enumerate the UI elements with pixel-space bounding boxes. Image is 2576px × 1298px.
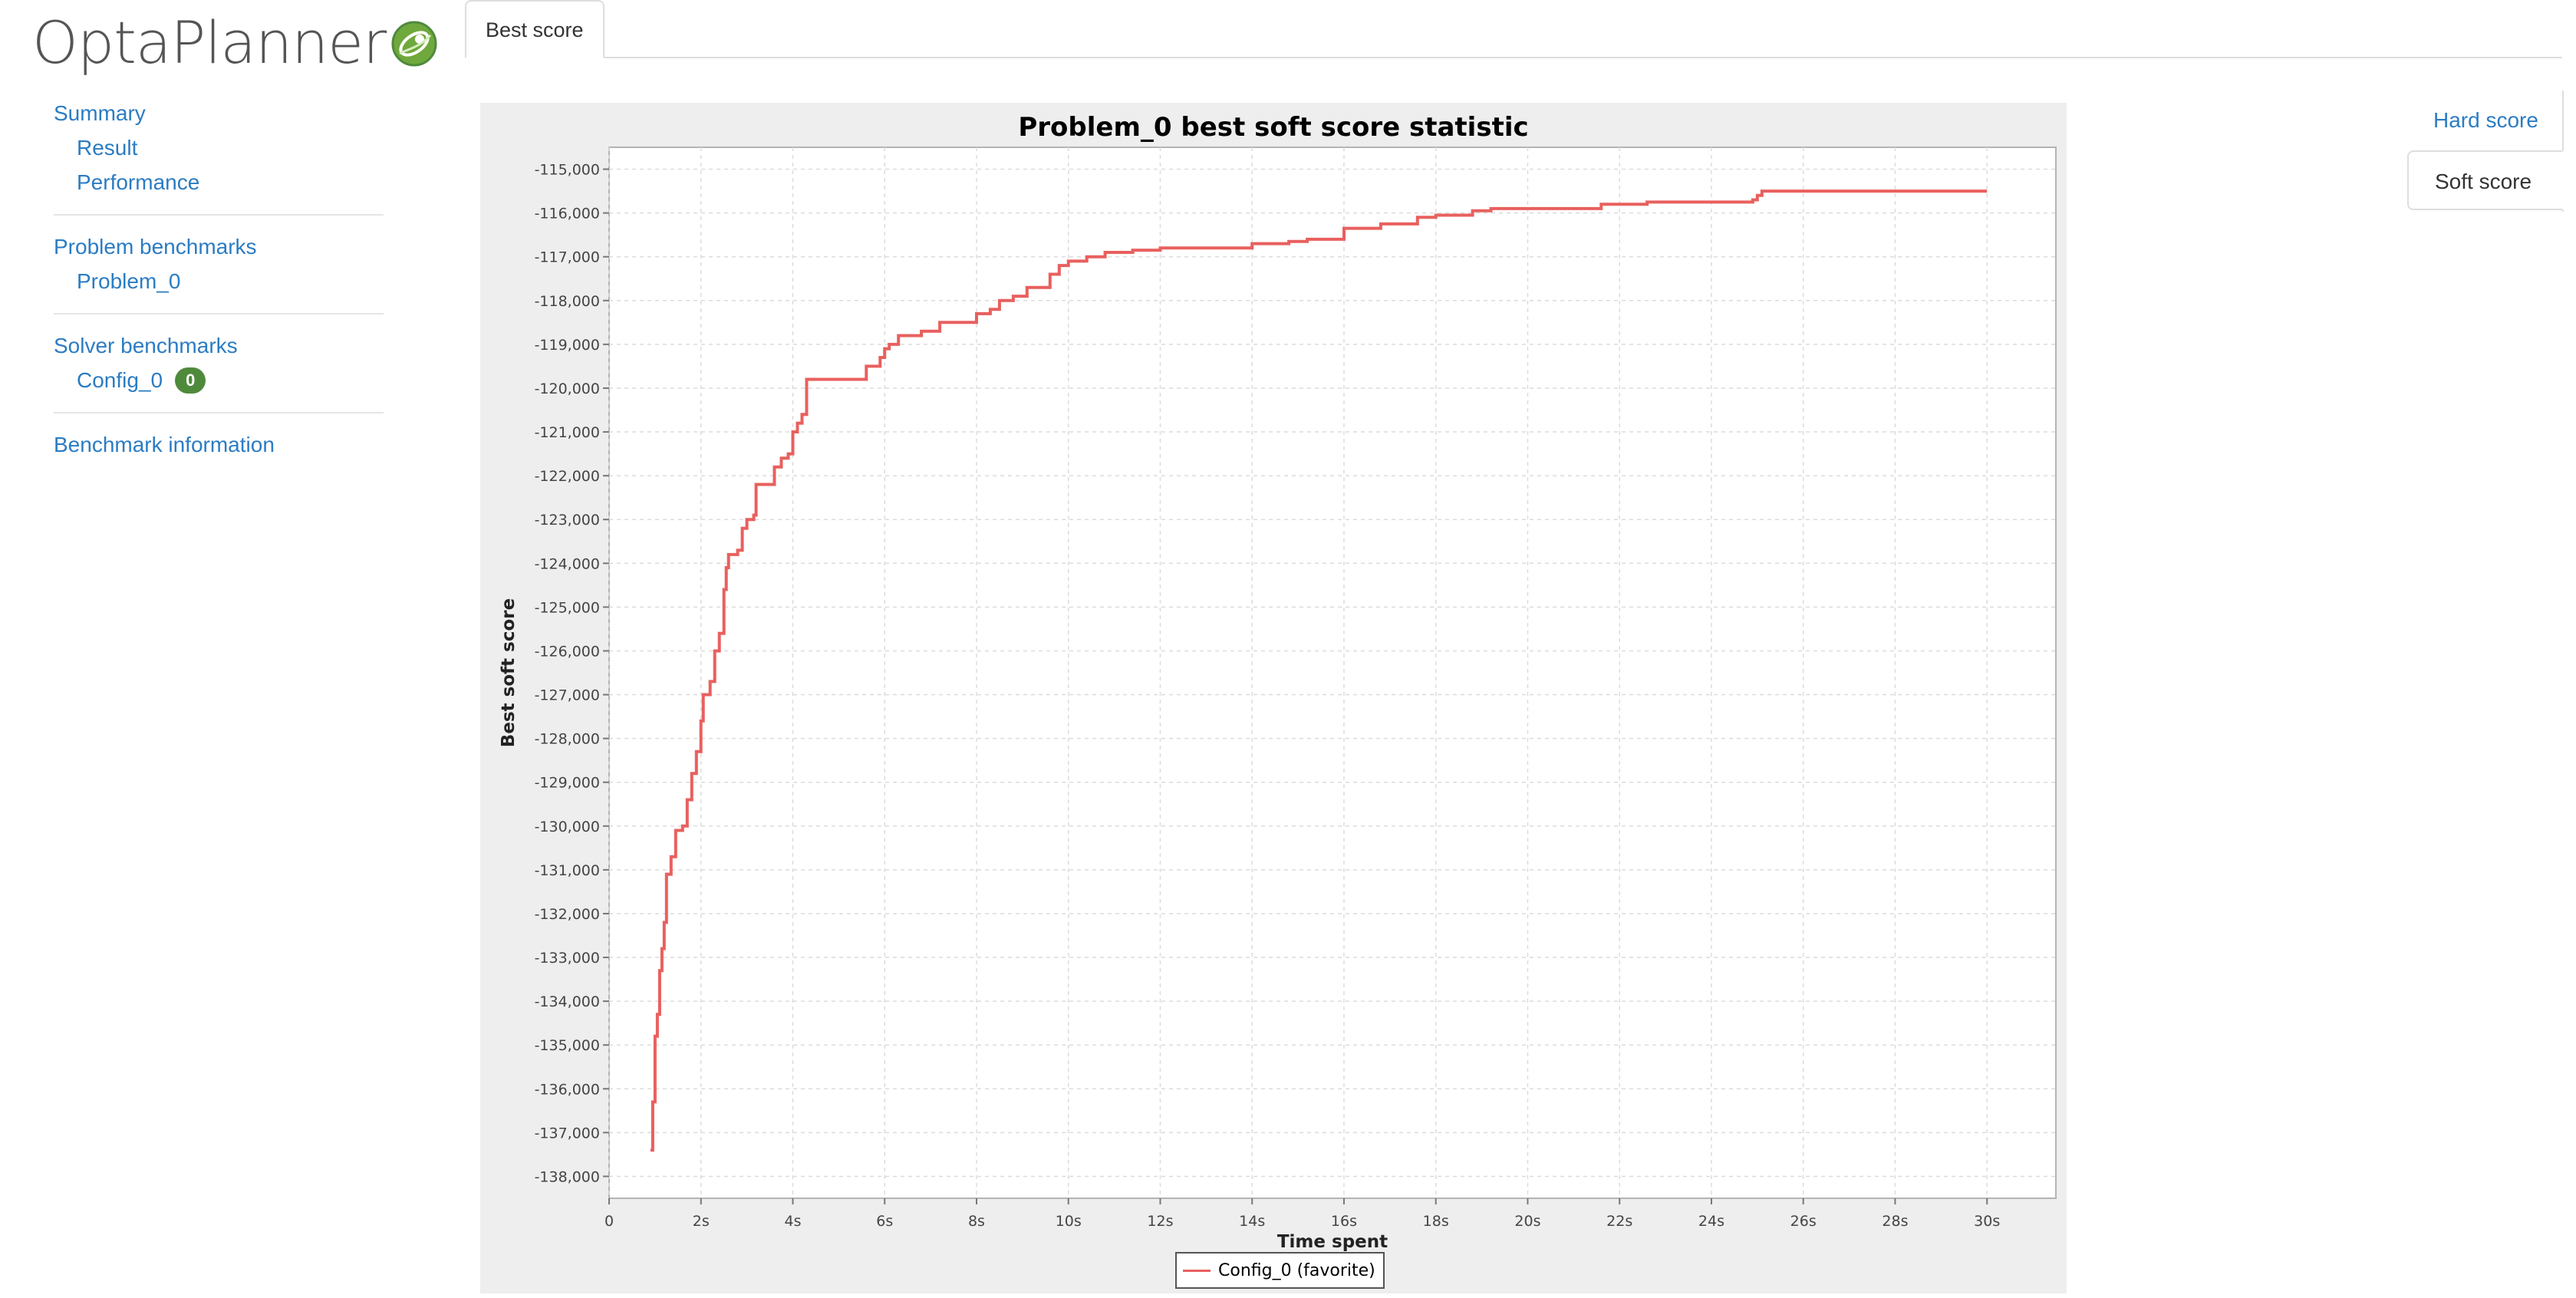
- chart-canvas: 0 2s 4s 6s 8s 10s 12s 14s 16s 18s 20s 22s 24s 26s 28s 3…: [499, 147, 2057, 1252]
- best-score-chart: 0 2s 4s 6s 8s 10s 12s 14s 16s 18s 20s 22s 24s 26s 28s 3…: [480, 103, 2067, 1293]
- y-tick-label: -119,000: [535, 337, 600, 354]
- x-tick-label: 6s: [876, 1213, 893, 1230]
- optaplanner-leaf-icon: [389, 18, 440, 73]
- y-tick-label: -117,000: [535, 249, 600, 266]
- y-tick-label: -138,000: [535, 1168, 600, 1185]
- config-0-rank-badge: 0: [175, 367, 206, 394]
- sidebar-divider: [54, 214, 384, 216]
- legend-line-swatch: [1183, 1269, 1211, 1272]
- y-tick-label: -129,000: [535, 775, 600, 792]
- x-tick-label: 14s: [1239, 1213, 1265, 1230]
- sidebar-item-performance[interactable]: Performance: [77, 170, 200, 194]
- y-tick-label: -121,000: [535, 424, 600, 441]
- tab-hard-score[interactable]: Hard score: [2433, 108, 2538, 132]
- sidebar-item-summary[interactable]: Summary: [54, 101, 146, 125]
- y-axis-label: Best soft score: [499, 598, 519, 747]
- y-tick-label: -137,000: [535, 1125, 600, 1142]
- sidebar-item-solver-benchmarks[interactable]: Solver benchmarks: [54, 334, 238, 357]
- tab-best-score[interactable]: Best score: [465, 0, 604, 58]
- x-tick-label: 16s: [1331, 1213, 1357, 1230]
- sidebar-item-benchmark-information[interactable]: Benchmark information: [54, 433, 275, 456]
- x-tick-label: 8s: [968, 1213, 985, 1230]
- sidebar-item-problem-0[interactable]: Problem_0: [77, 269, 181, 293]
- score-level-tabs: Hard score Soft score: [2407, 91, 2564, 212]
- y-tick-label: -128,000: [535, 731, 600, 748]
- sidebar-item-problem-benchmarks[interactable]: Problem benchmarks: [54, 235, 257, 259]
- y-tick-label: -115,000: [535, 162, 600, 179]
- x-tick-label: 24s: [1698, 1213, 1724, 1230]
- sidebar-nav: Summary Result Performance Problem bench…: [54, 94, 384, 465]
- series-line-config-0: [650, 189, 1988, 1152]
- x-tick-label: 12s: [1147, 1213, 1173, 1230]
- y-tick-label: -131,000: [535, 862, 600, 879]
- x-tick-label: 26s: [1790, 1213, 1817, 1230]
- y-tick-label: -122,000: [535, 468, 600, 485]
- y-tick-label: -118,000: [535, 293, 600, 310]
- sidebar-divider: [54, 412, 384, 413]
- y-tick-label: -125,000: [535, 599, 600, 616]
- y-tick-label: -126,000: [535, 643, 600, 660]
- chart-title: Problem_0 best soft score statistic: [1018, 112, 1529, 143]
- y-tick-label: -134,000: [535, 993, 600, 1010]
- y-tick-label: -116,000: [535, 206, 600, 222]
- logo-text: OptaPlanner: [32, 8, 387, 77]
- x-tick-label: 30s: [1974, 1213, 2000, 1230]
- x-tick-label: 18s: [1423, 1213, 1449, 1230]
- x-tick-label: 28s: [1882, 1213, 1908, 1230]
- x-tick-label: 0: [604, 1213, 614, 1230]
- y-tick-label: -133,000: [535, 950, 600, 967]
- y-tick-label: -136,000: [535, 1081, 600, 1098]
- x-tick-label: 4s: [784, 1213, 801, 1230]
- legend-item-config-0: Config_0 (favorite): [1218, 1260, 1375, 1280]
- y-tick-label: -124,000: [535, 555, 600, 572]
- y-tick-label: -123,000: [535, 512, 600, 529]
- x-tick-label: 20s: [1514, 1213, 1540, 1230]
- y-tick-label: -135,000: [535, 1037, 600, 1054]
- x-axis-label: Time spent: [1277, 1232, 1388, 1252]
- x-tick-label: 10s: [1056, 1213, 1082, 1230]
- chart-legend: Config_0 (favorite): [1175, 1252, 1385, 1289]
- y-tick-label: -130,000: [535, 819, 600, 835]
- y-tick-label: -132,000: [535, 906, 600, 923]
- sidebar-item-result[interactable]: Result: [77, 136, 138, 160]
- x-tick-label: 22s: [1606, 1213, 1632, 1230]
- plot-area: [608, 147, 2057, 1199]
- tab-soft-score[interactable]: Soft score: [2407, 150, 2564, 210]
- y-tick-label: -127,000: [535, 687, 600, 704]
- sidebar-item-config-0[interactable]: Config_0: [77, 368, 163, 392]
- top-tab-bar: Best score: [465, 0, 2562, 58]
- x-tick-label: 2s: [693, 1213, 710, 1230]
- sidebar-divider: [54, 313, 384, 315]
- y-tick-label: -120,000: [535, 381, 600, 397]
- optaplanner-logo[interactable]: OptaPlanner: [32, 11, 440, 75]
